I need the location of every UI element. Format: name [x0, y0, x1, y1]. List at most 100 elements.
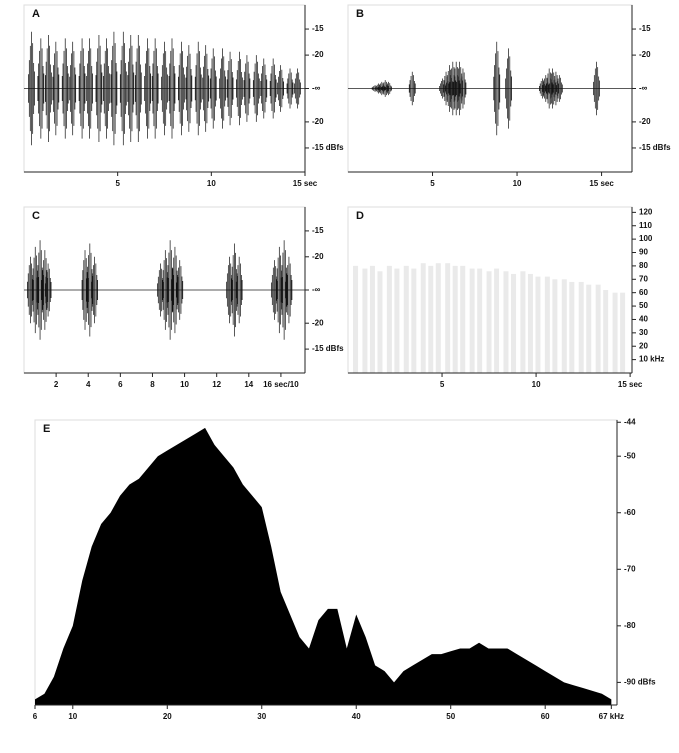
y-tick-label: -15: [639, 24, 651, 33]
panel-label: E: [43, 423, 50, 435]
spectral-column: [503, 271, 509, 373]
pulse: [178, 41, 185, 136]
y-tick-label: -80: [624, 621, 636, 630]
spectral-column: [595, 284, 601, 373]
y-tick-label: -15: [312, 24, 324, 33]
pulse: [269, 58, 277, 119]
y-tick-label: -20: [312, 117, 324, 126]
pulse: [226, 51, 234, 126]
panel-label: C: [32, 210, 40, 222]
y-tick-label: 30: [639, 328, 648, 337]
y-tick-label: -20: [312, 50, 324, 59]
x-tick-label: 5: [430, 179, 435, 188]
pulse: [36, 240, 44, 340]
pulse: [45, 35, 52, 142]
pulse: [280, 240, 288, 340]
x-tick-label: 20: [163, 712, 172, 721]
x-tick-label: 6: [118, 380, 123, 389]
pulse: [185, 45, 193, 132]
pulse: [219, 48, 226, 129]
spectral-column: [386, 265, 392, 373]
pulse: [275, 246, 283, 334]
y-tick-label: -20: [312, 252, 324, 261]
pulse: [230, 243, 238, 337]
x-tick-label: 10: [207, 179, 216, 188]
pulse: [119, 31, 127, 146]
y-tick-label: 120: [639, 207, 653, 216]
pulse: [27, 256, 34, 324]
spectral-column: [445, 263, 451, 373]
y-tick-label: 50: [639, 301, 648, 310]
x-tick-label: 6: [33, 712, 38, 721]
pulse: [157, 263, 164, 317]
pulse: [277, 65, 284, 112]
pulse: [168, 38, 176, 139]
y-tick-label: 40: [639, 315, 648, 324]
x-tick-label: 15 sec: [293, 179, 318, 188]
panel: D 5 10 15 sec 10 kHz 20 30 40 50 60 70 80 90 100 110 12…: [347, 206, 664, 389]
spectral-column: [394, 268, 400, 373]
pulse: [294, 68, 301, 109]
x-tick-label: 8: [150, 380, 155, 389]
pulse: [202, 45, 210, 132]
x-tick-label: 10: [532, 380, 541, 389]
pulse: [171, 246, 179, 334]
pulse: [95, 35, 103, 142]
spectral-column: [578, 281, 584, 373]
spectral-column: [369, 265, 375, 373]
pulse: [151, 38, 159, 139]
x-tick-label: 40: [352, 712, 361, 721]
pulse: [385, 81, 392, 96]
spectral-column: [420, 263, 426, 373]
y-tick-label: -44: [624, 417, 636, 426]
pulse: [78, 38, 86, 139]
spectral-column: [494, 268, 500, 373]
y-tick-label: -20: [312, 318, 324, 327]
pulse: [285, 256, 293, 324]
spectral-column: [377, 271, 383, 373]
y-tick-label: 20: [639, 341, 648, 350]
panel-label: A: [32, 8, 40, 20]
y-tick-label: 70: [639, 274, 648, 283]
spectral-column: [403, 265, 409, 373]
spectral-column: [620, 292, 626, 373]
y-tick-label: 80: [639, 261, 648, 270]
x-tick-label: 50: [446, 712, 455, 721]
spectral-column: [527, 273, 533, 373]
y-tick-label: -50: [624, 451, 636, 460]
x-tick-label: 10: [513, 179, 522, 188]
spectral-column: [353, 265, 359, 373]
spectral-column: [612, 292, 618, 373]
spectral-column: [511, 273, 517, 373]
x-tick-label: 60: [541, 712, 550, 721]
pulse: [286, 68, 294, 109]
panel: B 5 10 15 sec -15 -20 -∞ -20 -15 dBfs: [347, 4, 671, 188]
pulse: [236, 51, 243, 126]
spectral-column: [561, 279, 567, 373]
pulse: [209, 48, 217, 129]
x-tick-label: 5: [440, 380, 445, 389]
spectral-column: [569, 281, 575, 373]
spectral-column: [544, 276, 550, 373]
y-tick-label: -15 dBfs: [639, 143, 671, 152]
spectral-column: [460, 265, 466, 373]
y-tick-label: 60: [639, 288, 648, 297]
spectral-column: [435, 263, 441, 373]
y-tick-label: -20: [639, 50, 651, 59]
x-tick-label: 4: [86, 380, 91, 389]
x-tick-label: 10: [180, 380, 189, 389]
y-tick-label: -90 dBfs: [624, 677, 656, 686]
pulse: [86, 38, 93, 139]
y-tick-label: 90: [639, 248, 648, 257]
x-tick-label: 5: [115, 179, 120, 188]
panel-label: D: [356, 210, 364, 222]
y-tick-label: -20: [639, 117, 651, 126]
y-tick-label: 110: [639, 221, 652, 230]
y-tick-label: -∞: [639, 84, 648, 93]
pulse: [91, 256, 99, 324]
y-tick-label: -15: [312, 226, 324, 235]
pulse: [144, 38, 151, 139]
x-tick-label: 14: [244, 380, 253, 389]
y-tick-label: -60: [624, 508, 636, 517]
